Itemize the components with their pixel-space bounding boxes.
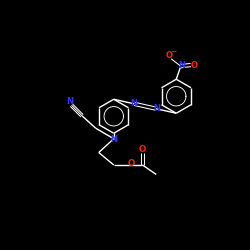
Text: O: O xyxy=(127,159,134,168)
Text: N: N xyxy=(66,97,73,106)
Text: N: N xyxy=(110,135,117,144)
Text: O: O xyxy=(139,145,146,154)
Text: N: N xyxy=(153,104,160,113)
Text: N: N xyxy=(130,99,137,108)
Text: O: O xyxy=(166,51,173,60)
Text: −: − xyxy=(170,47,177,56)
Text: N: N xyxy=(178,61,185,70)
Text: O: O xyxy=(190,60,198,70)
